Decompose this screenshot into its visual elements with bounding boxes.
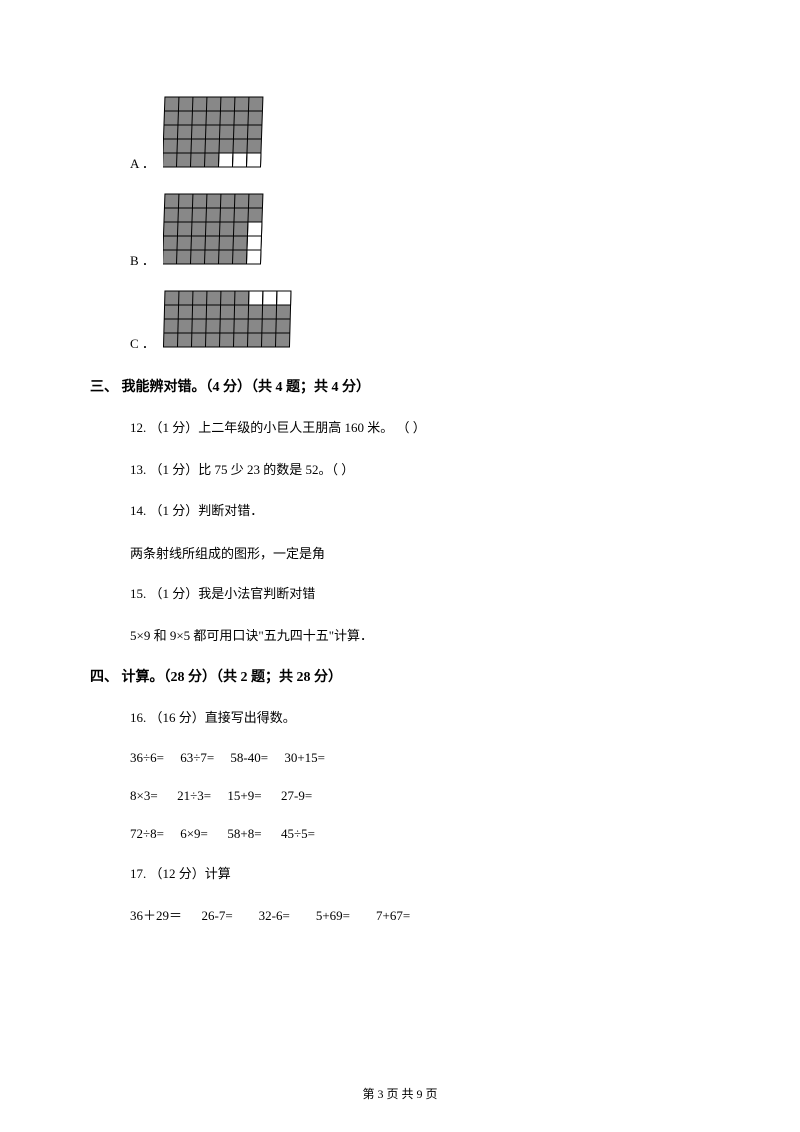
question-13: 13. （1 分）比 75 少 23 的数是 52。（ ） bbox=[130, 460, 710, 480]
option-c-label: C ． bbox=[130, 333, 155, 354]
calc-row-2: 8×3= 21÷3= 15+9= 27-9= bbox=[130, 788, 710, 804]
calc-row-4: 36＋29＝ 26-7= 32-6= 5+69= 7+67= bbox=[130, 905, 710, 924]
question-14: 14. （1 分）判断对错． bbox=[130, 501, 710, 521]
question-15-sub: 5×9 和 9×5 都可用口诀"五九四十五"计算． bbox=[130, 625, 710, 644]
calc-row-1: 36÷6= 63÷7= 58-40= 30+15= bbox=[130, 750, 710, 766]
option-b-grid bbox=[163, 192, 267, 271]
option-b: B ． bbox=[130, 192, 710, 271]
option-b-label: B ． bbox=[130, 250, 155, 271]
calc-row-3: 72÷8= 6×9= 58+8= 45÷5= bbox=[130, 826, 710, 842]
question-14-sub: 两条射线所组成的图形，一定是角 bbox=[130, 543, 710, 562]
question-12: 12. （1 分）上二年级的小巨人王朋高 160 米。 （ ） bbox=[130, 418, 710, 438]
question-15: 15. （1 分）我是小法官判断对错 bbox=[130, 584, 710, 604]
page-footer: 第 3 页 共 9 页 bbox=[0, 1085, 800, 1102]
option-a: A ． bbox=[130, 95, 710, 174]
section-3-heading: 三、 我能辨对错。（4 分）（共 4 题；共 4 分） bbox=[90, 376, 710, 396]
option-a-label: A ． bbox=[130, 153, 155, 174]
option-c: C ． bbox=[130, 289, 710, 354]
option-a-grid bbox=[163, 95, 267, 174]
section-4-heading: 四、 计算。（28 分）（共 2 题；共 28 分） bbox=[90, 666, 710, 686]
question-17: 17. （12 分）计算 bbox=[130, 864, 710, 884]
option-c-grid bbox=[163, 289, 296, 354]
question-16: 16. （16 分）直接写出得数。 bbox=[130, 708, 710, 728]
